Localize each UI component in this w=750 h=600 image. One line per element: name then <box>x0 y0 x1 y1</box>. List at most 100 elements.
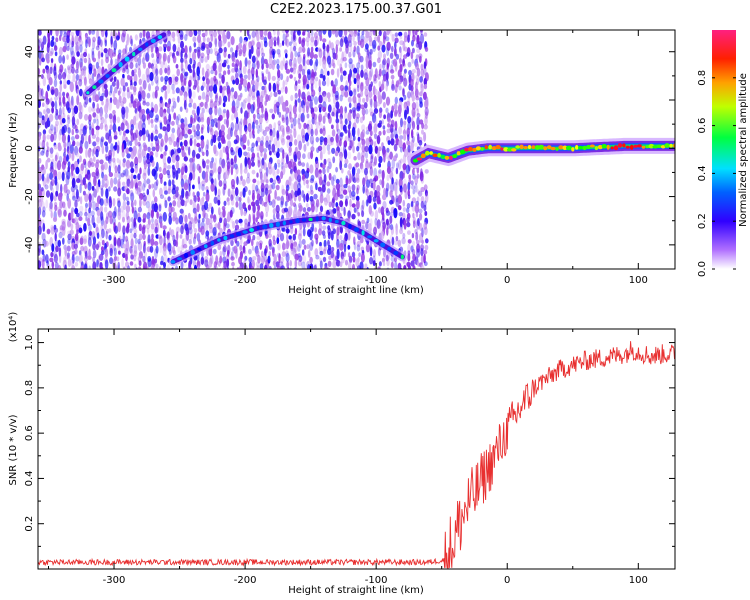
noise-speckle <box>397 205 402 211</box>
noise-speckle <box>152 189 156 198</box>
noise-speckle <box>154 218 159 227</box>
noise-speckle <box>295 80 298 86</box>
noise-speckle <box>347 230 351 241</box>
noise-speckle <box>377 266 381 269</box>
noise-speckle <box>71 265 76 269</box>
noise-speckle <box>204 177 209 183</box>
noise-speckle <box>293 128 297 139</box>
noise-speckle <box>302 56 306 67</box>
noise-speckle <box>349 189 352 199</box>
noise-speckle <box>420 63 424 71</box>
noise-speckle <box>322 42 326 50</box>
noise-speckle <box>365 221 369 230</box>
noise-speckle <box>419 213 423 221</box>
noise-speckle <box>268 94 271 101</box>
y-tick-label: 0.4 <box>24 470 35 486</box>
noise-speckle <box>38 111 43 119</box>
noise-speckle <box>420 177 425 184</box>
noise-speckle <box>188 227 193 235</box>
noise-speckle <box>256 75 260 83</box>
noise-speckle <box>193 42 197 48</box>
noise-speckle <box>362 114 365 121</box>
noise-speckle <box>66 79 71 85</box>
noise-speckle <box>417 133 420 144</box>
noise-speckle <box>303 143 307 152</box>
noise-speckle <box>141 114 146 122</box>
noise-speckle <box>285 100 289 107</box>
noise-speckle <box>193 30 198 36</box>
noise-speckle <box>390 226 394 236</box>
noise-speckle <box>134 34 138 41</box>
noise-speckle <box>52 216 58 222</box>
noise-speckle <box>305 36 310 43</box>
noise-speckle <box>239 236 243 246</box>
carrier-hotspot <box>578 145 584 150</box>
noise-speckle <box>402 232 406 239</box>
carrier-hotspot <box>669 143 673 148</box>
noise-speckle <box>326 188 331 194</box>
noise-speckle <box>239 125 242 136</box>
noise-speckle <box>315 121 319 130</box>
noise-speckle <box>281 227 286 232</box>
x-tick-label: 100 <box>629 275 648 286</box>
noise-speckle <box>394 120 398 131</box>
noise-speckle <box>276 196 281 201</box>
noise-speckle <box>53 131 57 141</box>
noise-speckle <box>150 238 155 246</box>
noise-speckle <box>279 233 285 242</box>
noise-speckle <box>424 211 428 216</box>
noise-speckle <box>259 143 264 154</box>
noise-speckle <box>210 77 214 87</box>
noise-speckle <box>50 39 55 48</box>
noise-speckle <box>286 139 290 149</box>
noise-speckle <box>244 86 248 93</box>
noise-speckle <box>358 252 361 257</box>
noise-speckle <box>277 163 281 168</box>
noise-speckle <box>289 267 292 269</box>
noise-speckle <box>205 264 210 269</box>
noise-speckle <box>365 137 370 147</box>
noise-speckle <box>71 166 74 177</box>
noise-speckle <box>175 154 180 162</box>
noise-speckle <box>293 181 298 192</box>
noise-speckle <box>138 183 143 193</box>
noise-speckle <box>327 97 331 103</box>
noise-speckle <box>212 162 217 173</box>
noise-speckle <box>365 243 370 253</box>
carrier-hotspot <box>590 144 595 148</box>
noise-speckle <box>100 266 104 269</box>
noise-speckle <box>341 88 345 97</box>
noise-speckle <box>399 35 403 40</box>
noise-speckle <box>103 220 108 230</box>
noise-speckle <box>46 58 50 64</box>
noise-speckle <box>66 154 69 162</box>
noise-speckle <box>284 243 288 250</box>
arc-hotspot <box>236 232 241 236</box>
noise-speckle <box>155 263 159 269</box>
noise-speckle <box>75 30 80 37</box>
noise-speckle <box>209 100 214 110</box>
noise-speckle <box>398 112 402 118</box>
noise-speckle <box>372 196 377 203</box>
noise-speckle <box>365 43 369 50</box>
noise-speckle <box>411 185 416 190</box>
noise-speckle <box>196 134 201 140</box>
noise-speckle <box>407 34 410 43</box>
noise-speckle <box>76 195 81 202</box>
noise-speckle <box>265 194 269 204</box>
noise-speckle <box>180 178 185 188</box>
noise-speckle <box>301 68 306 76</box>
noise-speckle <box>76 51 80 57</box>
noise-speckle <box>92 101 95 109</box>
noise-speckle <box>142 199 147 206</box>
noise-speckle <box>356 145 360 152</box>
spectrogram-feature-layer <box>83 30 675 267</box>
noise-speckle <box>95 125 100 131</box>
noise-speckle <box>69 229 74 235</box>
noise-speckle <box>321 163 326 169</box>
noise-speckle <box>379 63 382 71</box>
noise-speckle <box>273 137 277 147</box>
noise-speckle <box>162 154 167 165</box>
noise-speckle <box>92 141 97 147</box>
noise-speckle <box>201 30 204 32</box>
